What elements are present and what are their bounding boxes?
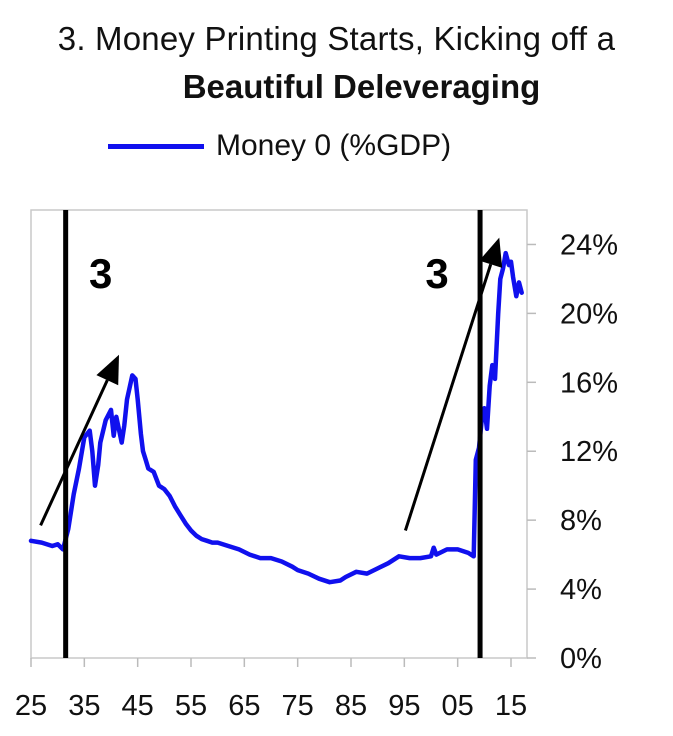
- chart-title-bold: Beautiful Deleveraging: [182, 68, 541, 105]
- x-tick-label: 55: [175, 690, 207, 722]
- marker-label: 3: [425, 250, 448, 297]
- x-tick-label: 45: [122, 690, 154, 722]
- chart-title: 3. Money Printing Starts, Kicking off a: [57, 20, 616, 57]
- legend-swatch: [108, 143, 204, 149]
- x-tick-label: 85: [335, 690, 367, 722]
- arrow-shaft: [403, 263, 493, 531]
- x-tick-label: 05: [442, 690, 474, 722]
- x-tick-label: 15: [495, 690, 527, 722]
- y-tick-label: 12%: [560, 436, 618, 468]
- x-tick-label: 25: [15, 690, 47, 722]
- x-tick-label: 95: [388, 690, 420, 722]
- x-tick-label: 65: [228, 690, 260, 722]
- x-tick-label: 75: [282, 690, 314, 722]
- arrow-head: [96, 354, 119, 386]
- y-tick-label: 0%: [560, 643, 602, 675]
- plot-frame: [30, 209, 528, 659]
- marker-label: 3: [89, 250, 112, 297]
- arrow-shaft: [39, 379, 109, 526]
- y-tick-label: 20%: [560, 298, 618, 330]
- arrow-head: [479, 237, 503, 268]
- legend-label: Money 0 (%GDP): [216, 129, 452, 162]
- y-tick-label: 8%: [560, 505, 602, 537]
- y-tick-label: 4%: [560, 574, 602, 606]
- legend: Money 0 (%GDP): [108, 126, 451, 166]
- series-line-money-0: [28, 250, 524, 585]
- y-tick-label: 24%: [560, 229, 618, 261]
- x-tick-label: 35: [68, 690, 100, 722]
- y-tick-label: 16%: [560, 367, 618, 399]
